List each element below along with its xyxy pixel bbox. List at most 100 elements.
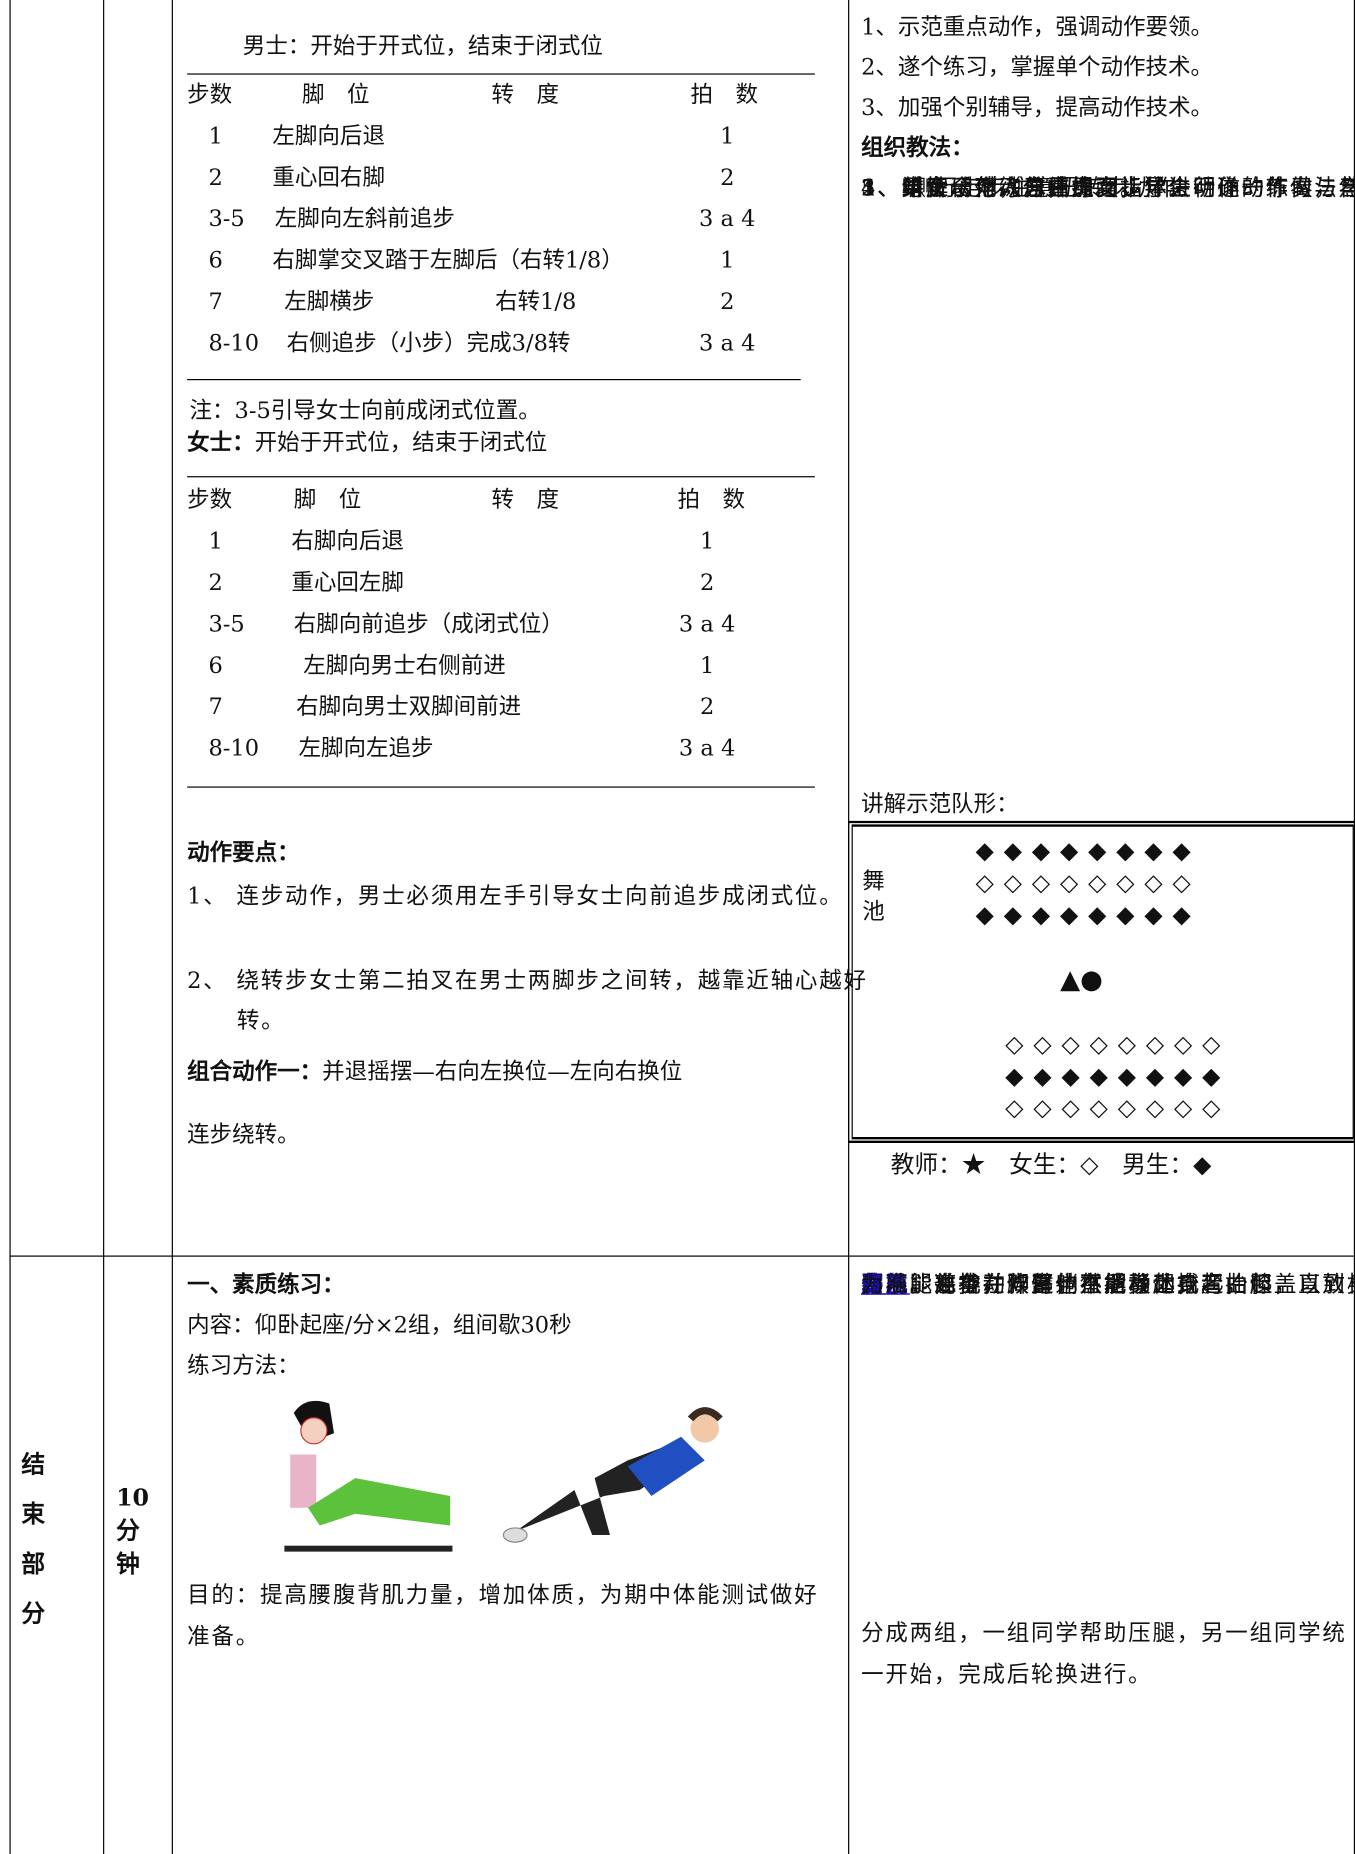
foot: 右脚向前追步（成闭式位） [293, 611, 564, 638]
foot: 左脚向男士右侧前进 [303, 652, 506, 679]
methods: 1、示范重点动作，强调动作要领。 2、遂个练习，掌握单个动作技术。 3、加强个别… [861, 7, 1213, 168]
foot: 左脚向后退 [272, 123, 385, 150]
text: ，两腿并拢并伸直，然后身体抬起，但 [861, 1272, 1274, 1299]
formation-row: ◆ ◆ ◆ ◆ ◆ ◆ ◆ ◆ [975, 900, 1192, 929]
beat: 1 [699, 652, 715, 679]
title: 动作要点： [187, 839, 300, 866]
step: 3-5 [208, 611, 245, 638]
step: 7 [208, 289, 223, 316]
foot: 右脚向后退 [291, 528, 404, 555]
step: 2 [208, 164, 223, 191]
border [9, 1255, 1354, 1257]
item: 3、加强个别辅导，提高动作技术。 [861, 94, 1213, 121]
link[interactable]: 背肌 [861, 1272, 910, 1299]
purpose: 目的：提高腰腹背肌力量，增加体质，为期中体能测试做好准备。 [187, 1582, 819, 1650]
table-header: 拍 数 [690, 81, 759, 108]
text: 内容：仰卧起座/分×2组，组间歇30秒 [187, 1312, 572, 1339]
formation-box [848, 820, 1355, 1143]
table-header: 脚 位 [293, 486, 362, 513]
foot: 左脚横步 [284, 289, 375, 316]
rule [187, 476, 815, 478]
hair [687, 1407, 723, 1422]
beat: 2 [699, 569, 715, 596]
item: 4、 侧行走步注意扭转步动作。 [861, 175, 1202, 202]
step: 1 [208, 528, 223, 555]
beat: 3 a 4 [678, 735, 736, 762]
legend: 教师：★ 女生：◇ 男生：◆ [890, 1150, 1212, 1179]
step: 6 [208, 247, 223, 274]
border [103, 0, 105, 1854]
beat: 1 [720, 123, 735, 150]
item: 1、示范重点动作，强调动作要领。 [861, 14, 1213, 41]
beat: 3 a 4 [699, 330, 756, 357]
exercise-images [284, 1395, 723, 1552]
note: 注：3-5引导女士向前成闭式位置。 [189, 397, 541, 425]
foot: 重心回左脚 [291, 569, 404, 596]
beat: 1 [720, 247, 735, 274]
heading: 男士：开始于开式位，结束于闭式位 [242, 33, 603, 60]
rule [187, 786, 815, 788]
foot: 右脚掌交叉踏于左脚后（右转1/8） [272, 247, 624, 274]
rule [187, 379, 801, 381]
step: 1 [208, 123, 223, 150]
formation-row: ◇ ◇ ◇ ◇ ◇ ◇ ◇ ◇ [1005, 1093, 1222, 1122]
item: 2、遂个练习，掌握单个动作技术。 [861, 54, 1213, 81]
beat: 1 [699, 528, 715, 555]
item: 2、单个动作（分开男女步）进行遂一练习，然后组合动作练习。 [861, 175, 1355, 202]
border [171, 0, 173, 1854]
link[interactable]: 膝盖 [861, 1272, 910, 1299]
text: 为准。也存在双臂伸直摆动起身。 [861, 1272, 1226, 1299]
step: 2 [208, 569, 223, 596]
step: 3-5 [208, 206, 245, 233]
text: 并退摇摆—右向左换位—左向右换位 [322, 1058, 683, 1085]
step: 8-10 [208, 330, 260, 357]
step: 8-10 [208, 735, 260, 762]
link[interactable]: 臀 [861, 1272, 886, 1299]
text: 练习方法： [187, 1352, 300, 1379]
table-header: 步数 [187, 81, 233, 108]
item: 3、男女合对练习，加强指导。 [861, 175, 1193, 202]
foot: 左脚向左追步 [298, 735, 434, 762]
step: 7 [208, 694, 223, 721]
legs [307, 1478, 451, 1526]
formation-row: ◇ ◇ ◇ ◇ ◇ ◇ ◇ ◇ [975, 868, 1192, 897]
label: 女士： [187, 429, 255, 457]
text: 连步绕转。 [187, 1121, 300, 1148]
foot: 左脚向左斜前追步 [274, 206, 455, 233]
title: 组织教法： [861, 135, 974, 162]
table-header: 步数 [187, 486, 233, 513]
title: 讲解示范队形： [861, 791, 1019, 818]
step: 6 [208, 652, 223, 679]
floor-label: 舞池 [862, 868, 887, 926]
link[interactable]: 脊柱 [861, 1272, 910, 1299]
center: ▲● [1060, 965, 1103, 995]
section: 结束部分 [21, 1449, 46, 1628]
text: 部不能离地，脚部也不能移动或者抬起，直到身体与底面成90°为止，然后重复。现在的… [861, 1272, 1355, 1299]
head [690, 1414, 719, 1443]
beat: 2 [699, 694, 715, 721]
text: 和 [861, 1272, 886, 1299]
grouping: 分成两组，一组同学帮助压腿，另一组同学统一开始，完成后轮换进行。 [861, 1620, 1347, 1688]
beat: 2 [720, 289, 735, 316]
item: 5、听音乐个人自由练习，体会动作的节奏与音乐配合。 [861, 175, 1355, 202]
item: 1、讲解示范动作重点。让学生明确动作做法与要求。 [861, 175, 1355, 202]
item: 1、 连步动作，男士必须用左手引导女士向前追步成闭式位。 [187, 883, 844, 910]
rule [187, 73, 815, 75]
foot: 重心回右脚 [272, 164, 385, 191]
text: 开始于开式位，结束于闭式位 [254, 429, 548, 457]
table-header: 转 度 [491, 81, 560, 108]
beat: 3 a 4 [699, 206, 756, 233]
duration: 10分钟 [116, 1482, 150, 1578]
formation-row: ◆ ◆ ◆ ◆ ◆ ◆ ◆ ◆ [1005, 1061, 1222, 1090]
body [290, 1454, 317, 1508]
beat: 2 [720, 164, 735, 191]
head [300, 1417, 328, 1445]
table-header: 脚 位 [302, 81, 370, 108]
heading: 女士：开始于开式位，结束于闭式位 [187, 423, 547, 463]
table-header: 转 度 [491, 486, 560, 513]
table-header: 拍 数 [677, 486, 746, 513]
formation-row: ◇ ◇ ◇ ◇ ◇ ◇ ◇ ◇ [1005, 1029, 1222, 1058]
torso [627, 1436, 705, 1496]
